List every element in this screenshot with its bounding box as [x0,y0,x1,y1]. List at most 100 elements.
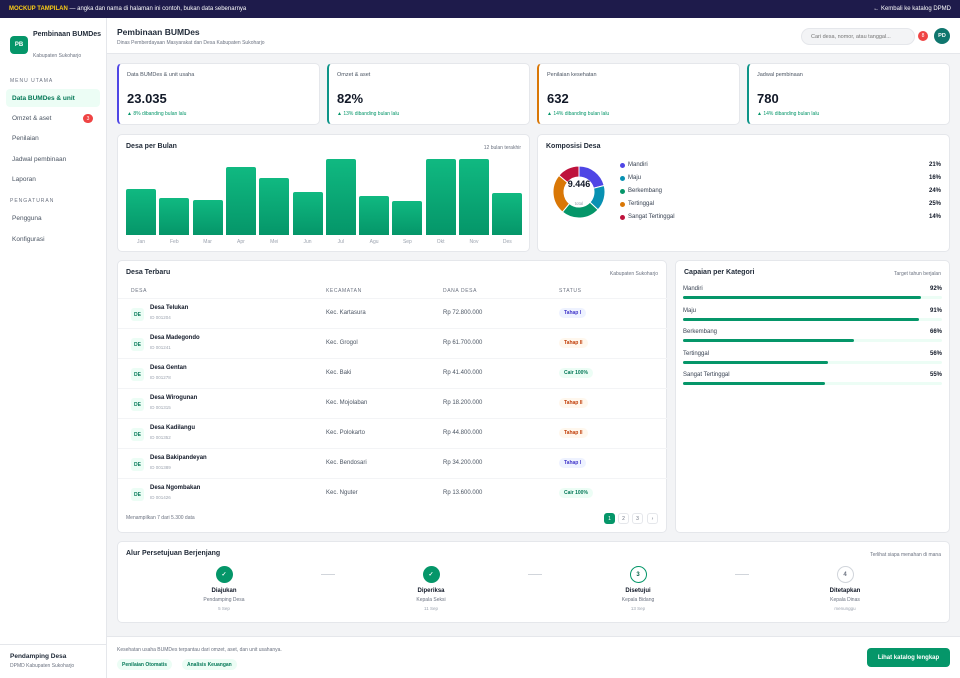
progress-label: Maju [683,307,697,314]
page-button-2[interactable]: 2 [618,513,629,524]
step-number: 4 [836,566,854,583]
sidebar-item-label: Data BUMDes & unit [12,94,75,102]
village-name: Desa Ngombakan [150,485,201,491]
x-tick-label: Jul [337,239,344,245]
catalog-button[interactable]: Lihat katalog lengkap [867,648,950,667]
step-name: Ditetapkan [829,588,861,594]
kpi-card-penilaian: Penilaian kesehatan 632 ▲ 14% dibanding … [537,63,740,125]
section-label-settings: PENGATURAN [10,198,55,204]
bar-des[interactable] [492,193,523,235]
table-row[interactable]: DE Desa Gentan ID 001278 Kec. Baki Rp 41.400… [118,358,667,388]
approval-step[interactable]: ✓ Diajukan Pendamping Desa 5 Sep [164,566,284,611]
app-logo: PB [10,36,28,54]
village-name: Desa Bakipandeyan [150,455,207,461]
x-tick-label: Feb [169,239,179,245]
table-note: Kabupaten Sukoharjo [609,271,658,277]
progress-label: Berkembang [683,329,718,335]
approval-step[interactable]: 3 Disetujui Kepala Bidang 13 Sep [578,566,698,611]
donut-total: 9.446 [567,179,591,189]
column-header-kecamatan[interactable]: KECAMATAN [326,288,362,294]
kpi-value: 82% [337,91,364,106]
sidebar-item-pengguna[interactable]: Pengguna [6,209,100,227]
bar-jan[interactable] [126,189,156,235]
banner-message: — angka dan nama di halaman ini contoh, … [69,6,247,12]
status-badge: Tahap II [559,398,588,408]
x-tick-label: Mei [270,239,279,245]
kpi-card-jadwal: Jadwal pembinaan 780 ▲ 14% dibanding bul… [747,63,950,125]
legend-swatch [620,163,625,168]
page-header: Pembinaan BUMDes Dinas Pemberdayaan Masy… [107,18,960,54]
page-button-1[interactable]: 1 [604,513,615,524]
bar-mei[interactable] [259,178,290,235]
donut-chart [552,165,606,219]
progress-label: Tertinggal [683,350,710,357]
table-row[interactable]: DE Desa Wirogunan ID 001315 Kec. Mojolaban R… [118,388,667,418]
bar-apr[interactable] [225,167,256,235]
bar-feb[interactable] [159,197,190,235]
village-id: ID 001204 [150,315,171,320]
back-to-catalog-link[interactable]: ← Kembali ke katalog DPMD [873,6,951,12]
x-tick-label: Apr [237,239,245,245]
progress-value: 56% [929,350,942,357]
step-date: 11 Sep [424,606,438,611]
sidebar-item-omzet[interactable]: Omzet & aset 3 [6,109,100,127]
slice-sangat-tertinggal[interactable] [558,165,580,184]
page-button-3[interactable]: 3 [632,513,643,524]
table-row[interactable]: DE Desa Ngombakan ID 001426 Kec. Nguter Rp 1… [118,478,667,508]
legend-label: Tertinggal [628,201,655,207]
sidebar-item-label: Pengguna [12,214,42,222]
kpi-card-omzet: Omzet & aset 82% ▲ 13% dibanding bulan l… [327,63,530,125]
user-panel[interactable]: Pendamping Desa DPMD Kabupaten Sukoharjo [0,644,107,677]
category-progress-card: Capaian per Kategori Target tahun berjal… [675,260,950,533]
bar-agu[interactable] [359,196,390,235]
bar-sep[interactable] [392,200,423,235]
sidebar-item-label: Jadwal pembinaan [12,155,67,163]
page-footer: Kesehatan usaha BUMDes terpantau dari om… [107,636,960,678]
village-id: ID 001278 [150,375,171,380]
column-header-status[interactable]: STATUS [559,288,582,294]
dana-cell: Rp 41.400.000 [443,370,483,376]
legend-label: Sangat Tertinggal [628,214,675,220]
legend-swatch [620,176,625,181]
page-subtitle: Dinas Pemberdayaan Masyarakat dan Desa K… [117,40,265,46]
village-id: ID 001241 [150,345,171,350]
kecamatan-cell: Kec. Baki [326,370,352,376]
sidebar-item-jadwal[interactable]: Jadwal pembinaan [6,150,100,168]
bar-nov[interactable] [459,159,489,235]
bar-jun[interactable] [292,191,323,235]
dana-cell: Rp 18.200.000 [443,400,483,406]
search-input[interactable] [801,28,915,45]
step-role: Kepala Bidang [621,597,655,603]
progress-track [683,382,942,385]
avatar[interactable]: PD [934,28,950,44]
sidebar-item-penilaian[interactable]: Penilaian [6,129,100,147]
step-number: 3 [629,566,647,583]
bar-jul[interactable] [325,159,356,235]
next-page-button[interactable]: › [647,513,658,524]
card-title: Capaian per Kategori [684,269,755,276]
table-row[interactable]: DE Desa Madegondo ID 001241 Kec. Grogol Rp 6… [118,328,667,358]
bar-okt[interactable] [425,159,456,235]
column-header-dana[interactable]: DANA DESA [443,288,478,294]
kpi-card-data-bumdes: Data BUMDes & unit usaha 23.035 ▲ 8% dib… [117,63,320,125]
step-name: Diajukan [211,588,237,594]
sidebar-item-laporan[interactable]: Laporan [6,170,100,188]
sidebar-item-konfigurasi[interactable]: Konfigurasi [6,230,100,248]
kecamatan-cell: Kec. Bendosari [326,460,367,466]
village-initials: DE [131,428,144,441]
table-row[interactable]: DE Desa Kadilangu ID 001352 Kec. Polokarto R… [118,418,667,448]
progress-value: 55% [929,372,942,378]
chart-title: Desa per Bulan [126,143,177,150]
step-connector [528,574,542,575]
approval-step[interactable]: 4 Ditetapkan Kepala Dinas menunggu [785,566,905,611]
bar-mar[interactable] [192,200,223,235]
notification-badge[interactable]: 8 [918,31,928,41]
sidebar-item-data-bumdes[interactable]: Data BUMDes & unit [6,89,100,107]
approval-step[interactable]: ✓ Diperiksa Kepala Seksi 11 Sep [371,566,491,611]
column-header-desa[interactable]: DESA [131,288,148,294]
page-title: Pembinaan BUMDes [117,27,200,37]
table-row[interactable]: DE Desa Telukan ID 001204 Kec. Kartasura Rp … [118,298,667,328]
kpi-trend: ▲ 13% dibanding bulan lalu [337,111,400,117]
legend-swatch [620,202,625,207]
table-row[interactable]: DE Desa Bakipandeyan ID 001389 Kec. Bendosa… [118,448,667,478]
